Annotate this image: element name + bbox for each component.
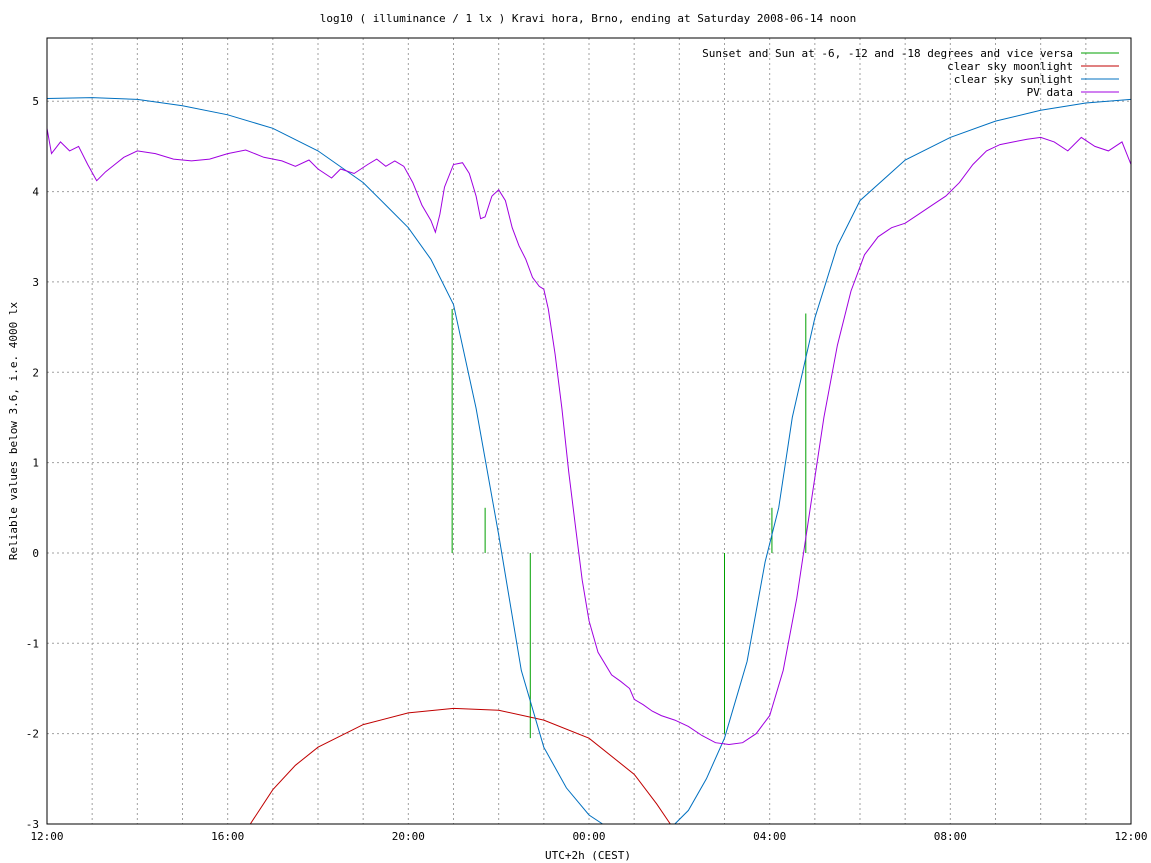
y-axis-label: Reliable values below 3.6, i.e. 4000 lx	[7, 301, 20, 560]
legend-label: Sunset and Sun at -6, -12 and -18 degree…	[702, 47, 1073, 60]
legend-label: clear sky moonlight	[947, 60, 1073, 73]
y-tick-label: 5	[32, 95, 39, 108]
series-line-2	[778, 98, 1132, 508]
y-tick-labels: 5 4 3 2 1 0 -1 -2 -3	[26, 95, 40, 831]
y-tick-label: -1	[26, 637, 39, 650]
x-tick-label: 12:00	[1114, 830, 1147, 843]
y-tick-label: 4	[32, 186, 39, 199]
series-line-3	[46, 128, 1132, 746]
x-tick-label: 08:00	[934, 830, 967, 843]
y-tick-label: 2	[32, 366, 39, 379]
legend-label: PV data	[1027, 86, 1073, 99]
series-layer	[46, 97, 1132, 825]
y-tick-label: 3	[32, 276, 39, 289]
x-tick-label: 20:00	[392, 830, 425, 843]
x-axis-label: UTC+2h (CEST)	[545, 849, 631, 862]
legend-label: clear sky sunlight	[954, 73, 1073, 86]
series-line-2	[674, 507, 780, 825]
series-line-1	[249, 707, 671, 825]
x-tick-label: 12:00	[30, 830, 63, 843]
y-tick-label: -3	[26, 818, 39, 831]
x-tick-label: 04:00	[753, 830, 786, 843]
y-tick-label: -2	[26, 728, 39, 741]
plot-frame	[46, 37, 1132, 825]
y-tick-label: 0	[32, 547, 39, 560]
x-tick-label: 16:00	[211, 830, 244, 843]
x-tick-labels: 12:00 16:00 20:00 00:00 04:00 08:00 12:00	[30, 830, 1147, 843]
legend: Sunset and Sun at -6, -12 and -18 degree…	[702, 47, 1119, 99]
y-tick-label: 1	[32, 457, 39, 470]
grid	[47, 38, 1131, 825]
series-line-2	[46, 97, 603, 825]
chart-title: log10 ( illuminance / 1 lx ) Kravi hora,…	[320, 12, 856, 25]
x-tick-label: 00:00	[572, 830, 605, 843]
